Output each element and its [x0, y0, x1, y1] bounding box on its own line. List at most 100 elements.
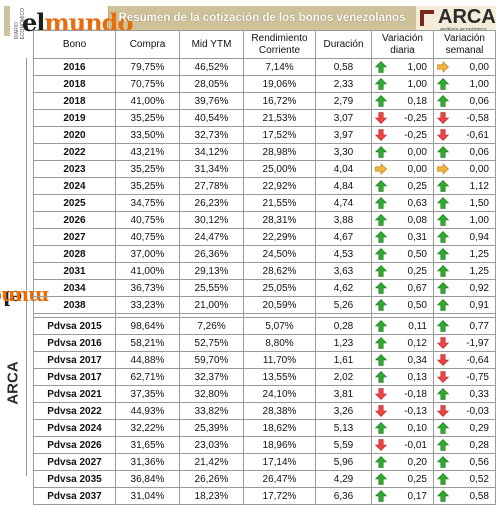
bond-name: Pdvsa 2024: [33, 419, 116, 437]
compra-value: 44,88%: [115, 351, 180, 369]
green-up-arrow-icon: [437, 473, 449, 485]
variacion-diaria-cell: 0,11: [371, 317, 434, 335]
variation-value: 0,50: [407, 248, 427, 260]
mid-ytm-value: 59,70%: [179, 351, 244, 369]
green-up-arrow-icon: [375, 78, 387, 90]
duracion-value: 1,61: [315, 351, 372, 369]
variacion-diaria-cell: 0,20: [371, 453, 434, 471]
green-up-arrow-icon: [375, 299, 387, 311]
table-row: 2028 37,00% 26,36% 24,50% 4,53 0,50 1,25: [33, 245, 496, 263]
green-up-arrow-icon: [437, 320, 449, 332]
compra-value: 41,00%: [115, 92, 180, 110]
variation-value: 0,00: [407, 163, 427, 175]
mid-ytm-value: 18,23%: [179, 487, 244, 505]
variation-value: -1,97: [466, 337, 489, 349]
green-up-arrow-icon: [437, 95, 449, 107]
compra-value: 40,75%: [115, 211, 180, 229]
bond-name: 2028: [33, 245, 116, 263]
variation-value: 0,00: [469, 163, 489, 175]
variation-value: 1,00: [407, 61, 427, 73]
duracion-value: 3,26: [315, 402, 372, 420]
variation-value: 0,67: [407, 282, 427, 294]
mid-ytm-value: 40,54%: [179, 109, 244, 127]
variation-value: 1,25: [469, 248, 489, 260]
rendimiento-value: 8,80%: [243, 334, 316, 352]
compra-value: 37,00%: [115, 245, 180, 263]
variation-value: 1,50: [469, 197, 489, 209]
variation-value: 0,31: [407, 231, 427, 243]
green-up-arrow-icon: [437, 180, 449, 192]
duracion-value: 2,33: [315, 75, 372, 93]
variation-value: 1,25: [469, 265, 489, 277]
variacion-diaria-cell: -0,01: [371, 436, 434, 454]
variation-value: 0,08: [407, 214, 427, 226]
green-up-arrow-icon: [437, 456, 449, 468]
bond-name: 2031: [33, 262, 116, 280]
rendimiento-value: 17,52%: [243, 126, 316, 144]
compra-value: 36,84%: [115, 470, 180, 488]
green-up-arrow-icon: [375, 146, 387, 158]
bond-name: 2020: [33, 126, 116, 144]
green-up-arrow-icon: [375, 473, 387, 485]
duracion-value: 3,63: [315, 262, 372, 280]
rendimiento-value: 28,98%: [243, 143, 316, 161]
duracion-value: 0,28: [315, 317, 372, 335]
variacion-diaria-cell: 0,00: [371, 143, 434, 161]
table-row: 2038 33,23% 21,00% 20,59% 5,26 0,50 0,91: [33, 296, 496, 314]
green-up-arrow-icon: [375, 61, 387, 73]
red-down-arrow-icon: [437, 371, 449, 383]
bond-name: 2038: [33, 296, 116, 314]
green-up-arrow-icon: [437, 248, 449, 260]
page-title: Resumen de la cotización de los bonos ve…: [118, 12, 406, 24]
variation-value: 0,77: [469, 320, 489, 332]
green-up-arrow-icon: [375, 490, 387, 502]
variacion-semanal-cell: 0,06: [433, 143, 496, 161]
table-row: Pdvsa 2037 31,04% 18,23% 17,72% 6,36 0,17 0,58: [33, 487, 496, 505]
variacion-diaria-cell: -0,25: [371, 109, 434, 127]
bond-name: 2026: [33, 211, 116, 229]
duracion-value: 5,96: [315, 453, 372, 471]
green-up-arrow-icon: [375, 95, 387, 107]
variacion-semanal-cell: 0,91: [433, 296, 496, 314]
compra-value: 32,22%: [115, 419, 180, 437]
bond-name: Pdvsa 2022: [33, 402, 116, 420]
compra-value: 41,00%: [115, 262, 180, 280]
variacion-diaria-cell: -0,25: [371, 126, 434, 144]
rendimiento-value: 24,50%: [243, 245, 316, 263]
duracion-value: 4,29: [315, 470, 372, 488]
rendimiento-value: 21,55%: [243, 194, 316, 212]
col-header-bono: Bono: [33, 30, 116, 59]
variation-value: 0,25: [407, 473, 427, 485]
variacion-semanal-cell: 1,00: [433, 211, 496, 229]
table-row: Pdvsa 2016 58,21% 52,75% 8,80% 1,23 0,12 -1,97: [33, 334, 496, 352]
variation-value: 1,00: [469, 78, 489, 90]
mid-ytm-value: 23,03%: [179, 436, 244, 454]
duracion-value: 0,58: [315, 58, 372, 76]
variacion-semanal-cell: 0,06: [433, 92, 496, 110]
green-up-arrow-icon: [375, 214, 387, 226]
variation-value: -0,75: [466, 371, 489, 383]
bond-name: Pdvsa 2026: [33, 436, 116, 454]
variacion-semanal-cell: 0,33: [433, 385, 496, 403]
variation-value: -0,25: [404, 129, 427, 141]
col-header-compra: Compra: [115, 30, 180, 59]
variacion-semanal-cell: -0,03: [433, 402, 496, 420]
duracion-value: 2,79: [315, 92, 372, 110]
compra-value: 70,75%: [115, 75, 180, 93]
mid-ytm-value: 33,82%: [179, 402, 244, 420]
variacion-semanal-cell: 0,92: [433, 279, 496, 297]
green-up-arrow-icon: [437, 78, 449, 90]
table-row: Pdvsa 2022 44,93% 33,82% 28,38% 3,26 -0,13 -0,…: [33, 402, 496, 420]
compra-value: 58,21%: [115, 334, 180, 352]
variation-value: -0,18: [404, 388, 427, 400]
duracion-value: 4,62: [315, 279, 372, 297]
table-row: 2031 41,00% 29,13% 28,62% 3,63 0,25 1,25: [33, 262, 496, 280]
variation-value: 0,18: [407, 95, 427, 107]
mid-ytm-value: 31,34%: [179, 160, 244, 178]
duracion-value: 3,81: [315, 385, 372, 403]
variation-value: 1,00: [469, 214, 489, 226]
red-down-arrow-icon: [375, 112, 387, 124]
rendimiento-value: 22,92%: [243, 177, 316, 195]
arca-logo-mark-icon: [420, 10, 434, 26]
green-up-arrow-icon: [375, 337, 387, 349]
